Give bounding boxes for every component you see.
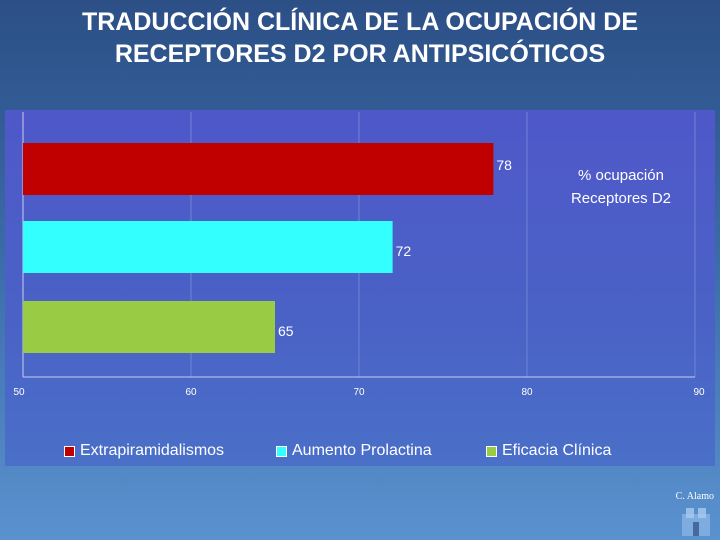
chart-bars (23, 143, 494, 353)
legend-item-aumento-prolactina: Aumento Prolactina (276, 442, 432, 460)
data-label-2: 65 (278, 323, 294, 339)
data-label-1: 72 (396, 243, 412, 259)
chart-title-line-2: Receptores D2 (571, 190, 671, 207)
bar-2 (23, 301, 275, 353)
legend-label: Eficacia Clínica (502, 442, 612, 459)
legend-swatch-red (64, 445, 75, 457)
slide-title: TRADUCCIÓN CLÍNICA DE LA OCUPACIÓN DE RE… (0, 6, 720, 70)
chart-x-ticks: 50 60 70 80 90 (13, 387, 705, 398)
x-tick-label: 70 (353, 387, 365, 398)
legend-swatch-cyan (276, 445, 287, 457)
title-line-1: TRADUCCIÓN CLÍNICA DE LA OCUPACIÓN DE (81, 8, 638, 36)
legend-item-extrapiramidalismos: Extrapiramidalismos (64, 442, 224, 460)
data-label-0: 78 (496, 157, 512, 173)
chart-panel: 78 72 65 50 60 70 80 90 % ocupación Receptores… (5, 110, 715, 466)
title-line-2: RECEPTORES D2 POR ANTIPSICÓTICOS (114, 40, 606, 68)
legend-item-eficacia-clinica: Eficacia Clínica (486, 442, 611, 460)
chart-legend: Extrapiramidalismos Aumento Prolactina E… (0, 442, 720, 462)
author-credit: C. Alamo (675, 491, 714, 502)
chart-data-labels: 78 72 65 (278, 157, 512, 339)
x-tick-label: 90 (693, 387, 705, 398)
x-tick-label: 50 (13, 387, 25, 398)
legend-label: Aumento Prolactina (292, 442, 432, 459)
legend-swatch-green (486, 445, 497, 457)
legend-label: Extrapiramidalismos (80, 442, 225, 459)
x-tick-label: 60 (185, 387, 197, 398)
chart-title-line-1: % ocupación (578, 167, 664, 184)
bar-chart: 78 72 65 50 60 70 80 90 % ocupación Receptores… (13, 112, 705, 398)
x-tick-label: 80 (521, 387, 533, 398)
bar-1 (23, 221, 393, 273)
institution-logo-icon (682, 508, 710, 536)
bar-0 (23, 143, 494, 195)
